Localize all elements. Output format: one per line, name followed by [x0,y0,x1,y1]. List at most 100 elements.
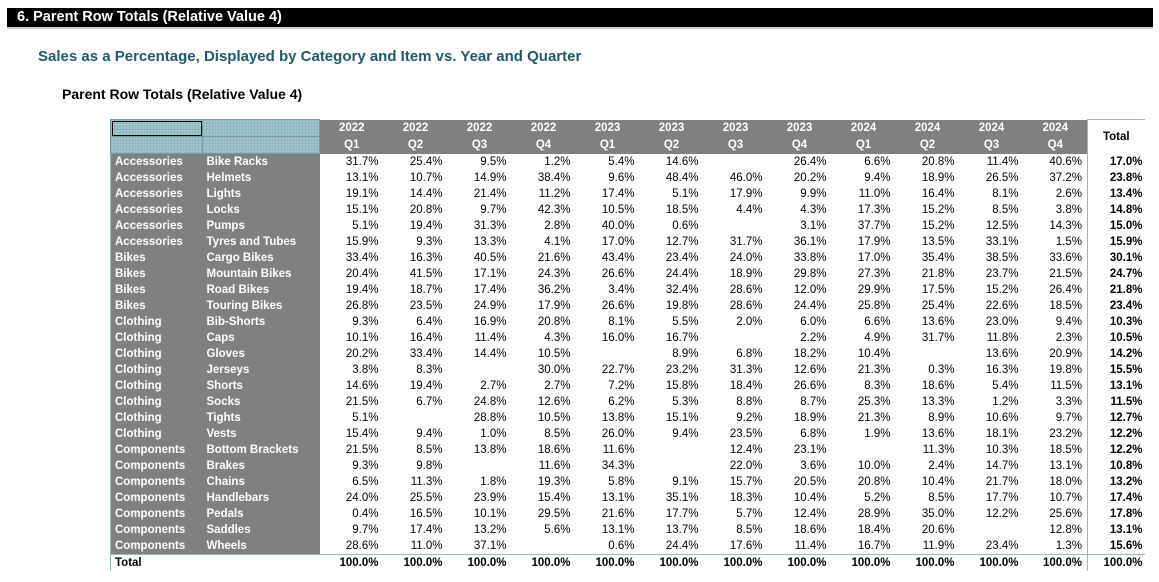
data-cell[interactable]: 10.7% [1049,492,1082,504]
data-cell[interactable]: 6.0% [800,316,827,328]
data-cell[interactable]: 43.4% [601,252,635,264]
data-cell[interactable]: 24.4% [793,300,827,312]
data-cell[interactable]: 10.4% [857,348,891,360]
row-category-label[interactable]: Clothing [110,346,203,362]
data-cell[interactable] [704,154,768,171]
data-cell[interactable] [960,522,1024,538]
data-cell[interactable]: 23.2% [1049,428,1082,440]
year-header[interactable]: 2024 [1023,119,1088,137]
data-cell[interactable] [448,458,512,474]
data-cell[interactable]: 33.4% [409,348,443,360]
data-cell[interactable]: 33.4% [345,252,379,264]
data-cell[interactable]: 29.5% [537,508,571,520]
data-cell[interactable]: 23.4% [665,252,699,264]
data-cell[interactable]: 2.7% [480,380,507,392]
year-header[interactable]: 2023 [703,119,768,137]
data-cell[interactable]: 17.9% [729,188,763,200]
data-cell[interactable]: 13.1% [1049,460,1082,472]
data-cell[interactable]: 33.1% [985,236,1019,248]
data-cell[interactable]: 21.6% [601,508,635,520]
data-cell[interactable]: 13.6% [921,428,955,440]
data-cell[interactable]: 20.8% [921,155,955,168]
data-cell[interactable]: 0.4% [352,508,379,520]
data-cell[interactable]: 12.5% [985,220,1019,232]
data-cell[interactable]: 31.7% [921,332,955,344]
data-cell[interactable]: 37.7% [857,220,891,232]
row-category-label[interactable]: Components [110,538,203,555]
data-cell[interactable]: 9.7% [352,524,379,536]
data-cell[interactable]: 10.5% [537,412,571,424]
data-cell[interactable]: 20.8% [857,476,891,488]
row-category-label[interactable]: Components [110,490,203,506]
data-cell[interactable]: 17.9% [857,236,891,248]
data-cell[interactable]: 18.0% [1049,476,1082,488]
row-category-label[interactable]: Bikes [110,282,203,298]
row-category-label[interactable]: Components [110,506,203,522]
data-cell[interactable]: 4.9% [864,332,891,344]
data-cell[interactable]: 13.5% [921,236,955,248]
data-cell[interactable]: 41.5% [409,268,443,280]
year-header[interactable]: 2022 [319,119,384,137]
data-cell[interactable]: 4.4% [736,204,763,216]
data-cell[interactable]: 37.2% [1049,172,1082,184]
data-cell[interactable]: 28.6% [345,540,379,552]
data-cell[interactable]: 11.8% [986,332,1019,344]
grand-total-cell[interactable]: 100.0% [767,554,832,571]
data-cell[interactable]: 1.2% [992,396,1019,408]
row-total-cell[interactable]: 13.4% [1087,186,1145,202]
data-cell[interactable]: 18.9% [729,268,763,280]
data-cell[interactable]: 6.8% [800,428,827,440]
row-category-label[interactable]: Components [110,522,203,538]
data-cell[interactable]: 15.7% [729,476,763,488]
data-cell[interactable]: 35.0% [921,508,955,520]
row-category-label[interactable]: Clothing [110,314,203,330]
data-cell[interactable]: 13.1% [601,492,635,504]
grand-total-cell[interactable]: 100.0% [383,554,448,571]
grand-total-cell[interactable]: 100.0% [831,554,896,571]
data-cell[interactable]: 23.4% [985,540,1019,552]
data-cell[interactable]: 1.9% [864,428,891,440]
data-cell[interactable]: 5.3% [672,396,699,408]
data-cell[interactable]: 28.9% [857,508,891,520]
data-cell[interactable]: 36.2% [537,284,571,296]
data-cell[interactable]: 17.6% [729,540,763,552]
data-cell[interactable]: 8.5% [736,524,763,536]
data-cell[interactable]: 12.0% [793,284,827,296]
data-cell[interactable]: 11.6% [538,460,571,472]
row-category-label[interactable]: Components [110,474,203,490]
data-cell[interactable]: 18.3% [729,492,763,504]
data-cell[interactable]: 3.8% [1055,204,1082,216]
data-cell[interactable] [384,410,448,426]
data-cell[interactable]: 17.4% [473,284,507,296]
data-cell[interactable]: 20.8% [537,316,571,328]
data-cell[interactable]: 5.4% [608,155,635,168]
data-cell[interactable]: 18.5% [1049,444,1082,456]
data-cell[interactable]: 17.4% [601,188,635,200]
row-total-cell[interactable]: 11.5% [1087,394,1145,410]
data-cell[interactable]: 23.0% [985,316,1019,328]
data-cell[interactable]: 15.2% [985,284,1019,296]
row-total-cell[interactable]: 15.6% [1087,538,1145,555]
data-cell[interactable]: 8.5% [416,444,443,456]
row-total-cell[interactable]: 24.7% [1087,266,1145,282]
data-cell[interactable]: 18.6% [793,524,827,536]
data-cell[interactable]: 11.3% [922,444,955,456]
quarter-header[interactable]: Q1 [319,136,384,154]
data-cell[interactable]: 20.2% [793,172,827,184]
data-cell[interactable]: 17.0% [601,236,635,248]
data-cell[interactable]: 17.3% [857,204,891,216]
data-cell[interactable]: 9.4% [416,428,443,440]
year-header[interactable]: 2022 [383,119,448,137]
data-cell[interactable]: 21.8% [921,268,955,280]
data-cell[interactable]: 20.8% [409,204,443,216]
data-cell[interactable]: 16.4% [921,188,955,200]
data-cell[interactable]: 0.6% [608,540,635,552]
data-cell[interactable]: 13.7% [665,524,699,536]
data-cell[interactable]: 17.0% [857,252,891,264]
row-item-label[interactable]: Pumps [202,218,320,234]
data-cell[interactable]: 37.1% [473,540,507,552]
quarter-header[interactable]: Q1 [575,136,640,154]
data-cell[interactable]: 16.4% [409,332,443,344]
data-cell[interactable]: 20.5% [793,476,827,488]
row-total-cell[interactable]: 13.1% [1087,522,1145,538]
